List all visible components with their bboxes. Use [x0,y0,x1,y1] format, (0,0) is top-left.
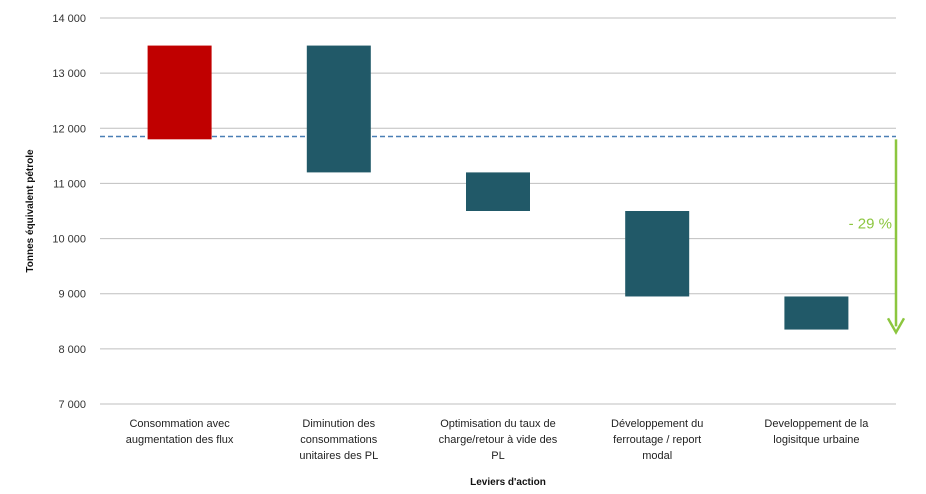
x-category-line: Developpement de la [764,418,869,430]
x-category-line: Consommation avec [129,418,230,430]
x-category-label: Optimisation du taux de charge/retour à v… [439,418,558,462]
y-tick-label: 11 000 [53,178,86,190]
y-axis-title: Tonnes équivalent pétrole [25,149,36,273]
reduction-arrow-head [886,317,906,335]
bar [466,172,530,211]
x-category-label: Diminution des consommations unitaires des… [299,418,378,462]
x-category-line: augmentation des flux [126,434,234,446]
x-category-line: PL [491,450,504,462]
bar [147,45,212,140]
x-category-line: charge/retour à vide des [439,434,558,446]
x-axis-title: Leviers d'action [470,477,546,488]
y-tick-label: 13 000 [52,68,86,80]
x-category-line: consommations [300,434,378,446]
x-axis-categories: Consommation avec augmentation des flux Di… [126,418,869,462]
bars [147,45,849,330]
x-category-line: Optimisation du taux de [440,418,556,430]
x-category-line: Développement du [611,418,703,430]
x-category-line: unitaires des PL [299,450,378,462]
bar [306,45,371,173]
y-tick-label: 8 000 [58,344,86,356]
x-category-line: modal [642,450,672,462]
bar [625,211,690,297]
x-category-line: Diminution des [302,418,375,430]
x-category-line: logisitque urbaine [773,434,859,446]
y-axis-ticks: 7 000 8 000 9 000 10 000 11 000 12 000 13 000 1… [52,13,86,411]
x-category-line: ferroutage / report [613,434,701,446]
y-tick-label: 9 000 [58,289,86,301]
reduction-label: - 29 % [849,216,892,233]
y-tick-label: 7 000 [58,399,86,411]
x-category-label: Developpement de la logisitque urbaine [764,418,869,446]
y-tick-label: 10 000 [52,234,86,246]
y-tick-label: 12 000 [52,123,86,135]
x-category-label: Développement du ferroutage / report modal [611,418,703,462]
x-category-label: Consommation avec augmentation des flux [126,418,234,446]
reduction-annotation: - 29 % [849,139,906,335]
bar [784,296,849,330]
y-tick-label: 14 000 [52,13,86,25]
